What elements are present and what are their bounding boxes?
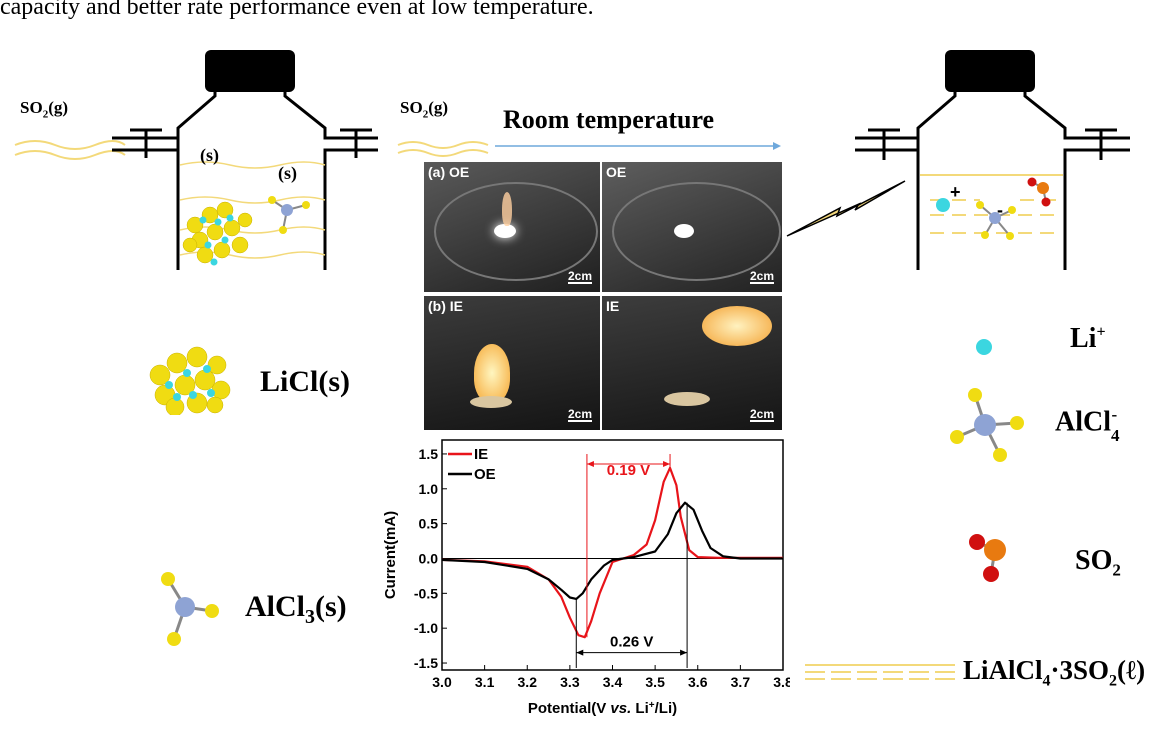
- li-label: Li+: [1070, 323, 1106, 354]
- so2-legend-icon: [969, 534, 1006, 582]
- left-gas-waves: [14, 140, 126, 160]
- annotation-ie-gap: 0.19 V: [607, 462, 650, 479]
- ie-arrow-left: [586, 461, 594, 467]
- minus-sign: -: [997, 200, 1003, 220]
- liquid-legend-icon: [805, 664, 955, 680]
- x-tick-label: 3.1: [475, 674, 495, 690]
- x-tick-label: 3.2: [518, 674, 538, 690]
- room-temperature-label: Room temperature: [503, 105, 715, 134]
- li-legend-icon: [976, 339, 992, 355]
- licl-label: LiCl(s): [260, 365, 350, 398]
- x-tick-label: 3.8: [773, 674, 790, 690]
- photo-b-ie-2: IE 2cm: [602, 296, 782, 430]
- x-axis-label: Potential(V vs. Li+/Li): [528, 700, 677, 718]
- ie-arrow-right: [663, 461, 671, 467]
- y-tick-label: 1.0: [419, 481, 439, 497]
- li-ion: [936, 198, 950, 212]
- oe-arrow-right: [680, 649, 688, 656]
- right-flask-diagram: [855, 50, 1130, 270]
- y-tick-label: 1.5: [419, 446, 439, 462]
- flask-cap: [205, 50, 295, 92]
- x-tick-label: 3.5: [645, 674, 665, 690]
- so2-molecule: [1027, 177, 1051, 207]
- so2-label: SO2: [1075, 545, 1121, 580]
- series-oe-line: [441, 501, 783, 600]
- photo-b-ie-1: (b) IE 2cm: [424, 296, 600, 430]
- plus-sign: +: [950, 182, 961, 202]
- y-tick-label: -0.5: [414, 585, 438, 601]
- x-tick-label: 3.3: [560, 674, 580, 690]
- alcl4-legend-icon: [950, 388, 1024, 462]
- annotation-oe-gap: 0.26 V: [610, 634, 653, 651]
- alcl3-label: AlCl3(s): [245, 590, 347, 628]
- alcl4-label: AlCl4-: [1055, 405, 1120, 445]
- left-gas-label: SO2(g): [20, 98, 69, 121]
- legend-label-oe: OE: [474, 466, 496, 483]
- left-flask-diagram: [14, 50, 378, 270]
- right-flask-cap: [945, 50, 1035, 92]
- alcl4-molecule: [976, 201, 1016, 240]
- series-ie-line: [441, 466, 783, 639]
- header-text: capacity and better rate performance eve…: [0, 0, 594, 20]
- product-label: LiAlCl4·3SO2(ℓ): [963, 655, 1146, 690]
- middle-gas-label: SO2(g): [400, 98, 449, 121]
- x-tick-label: 3.4: [603, 674, 623, 690]
- y-tick-label: -1.0: [414, 620, 438, 636]
- lightning-bolt-icon: [786, 180, 906, 237]
- alcl3-molecule: [268, 196, 310, 234]
- x-tick-label: 3.7: [731, 674, 751, 690]
- solid-label-1: (s): [200, 145, 219, 165]
- reaction-arrow: [397, 141, 781, 157]
- legend-label-ie: IE: [474, 446, 488, 463]
- solid-label-2: (s): [278, 163, 297, 183]
- y-tick-label: 0.5: [419, 516, 439, 532]
- alcl3-legend-icon: [161, 572, 219, 646]
- y-axis-label: Current(mA): [382, 511, 399, 599]
- cv-chart: 3.0 3.1 3.2 3.3 3.4 3.5 3.6 3.7 3.8 1.5 1.0 0.5 0.0 -…: [382, 439, 790, 718]
- oe-arrow-left: [576, 649, 584, 656]
- licl-crystal: [182, 201, 253, 266]
- photo-a-oe-2: OE 2cm: [602, 162, 782, 292]
- x-tick-label: 3.0: [432, 674, 452, 690]
- photo-a-oe-1: (a) OE 2cm: [424, 162, 600, 292]
- y-tick-label: -1.5: [414, 655, 438, 671]
- y-tick-label: 0.0: [419, 550, 439, 566]
- licl-legend-icon: [149, 346, 231, 415]
- x-tick-label: 3.6: [688, 674, 708, 690]
